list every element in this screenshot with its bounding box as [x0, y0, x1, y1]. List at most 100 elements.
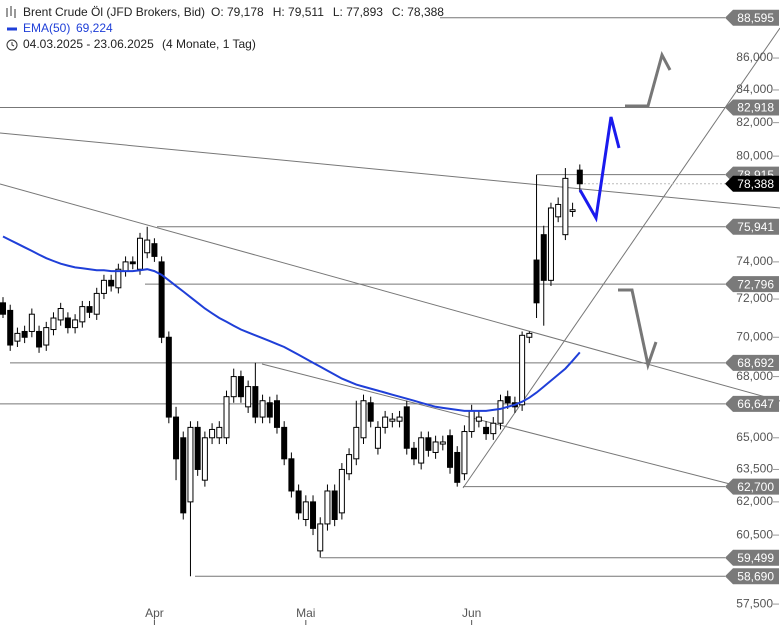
- level-label: 82,918: [737, 101, 774, 115]
- candle-body: [519, 334, 526, 406]
- y-tick-label: 86,000: [736, 50, 773, 64]
- candle-body: [490, 422, 497, 435]
- candle-body: [158, 261, 165, 338]
- grey-arrow-down: [618, 288, 658, 371]
- level-label: 88,595: [737, 11, 774, 25]
- candle-body: [281, 426, 288, 460]
- last-price-label: 78,388: [737, 177, 774, 191]
- y-tick-label: 74,000: [736, 254, 773, 268]
- period: (4 Monate, 1 Tag): [162, 37, 256, 51]
- candle-body: [21, 330, 28, 338]
- level-label: 62,700: [737, 480, 774, 494]
- y-tick-label: 70,000: [736, 329, 773, 343]
- candle-body: [216, 426, 223, 439]
- candle-body: [346, 454, 353, 475]
- bar-icon: [6, 6, 16, 18]
- candle-body: [273, 400, 280, 428]
- candle-body: [475, 416, 482, 422]
- blue-arrow: [578, 116, 621, 223]
- candle-body: [497, 400, 504, 424]
- candle-body: [115, 268, 122, 289]
- y-tick-label: 57,500: [736, 596, 773, 610]
- candle-body: [389, 418, 396, 422]
- level-label-box: [725, 354, 779, 371]
- candle-body: [302, 501, 309, 520]
- level-label-box: [725, 568, 779, 585]
- candle-body: [317, 523, 324, 552]
- candle-body: [173, 416, 180, 460]
- y-tick-label: 65,000: [736, 430, 773, 444]
- candle-body: [360, 400, 367, 439]
- level-label-box: [725, 395, 779, 412]
- level-label: 66,647: [737, 397, 774, 411]
- candle-body: [576, 169, 583, 185]
- candle-body: [180, 437, 187, 514]
- candle-body: [136, 237, 143, 270]
- candle-body: [187, 426, 194, 503]
- candle-body: [245, 386, 252, 408]
- ohlc-label: C: 78,388: [392, 5, 444, 19]
- candle-body: [410, 447, 417, 460]
- clock-icon: [6, 39, 18, 51]
- y-tick-label: 84,000: [736, 82, 773, 96]
- candle-body: [14, 332, 21, 342]
- level-label-box: [725, 99, 779, 116]
- levels: [0, 17, 725, 577]
- header: Brent Crude Öl (JFD Brokers, Bid) EMA(50…: [6, 5, 444, 51]
- plot: [0, 164, 583, 577]
- grey-arrow-up: [625, 50, 672, 108]
- y-tick-label: 80,000: [736, 148, 773, 162]
- ema-line: [2, 235, 581, 412]
- candle-body: [310, 501, 317, 529]
- candle-body: [367, 402, 374, 422]
- candle-body: [165, 336, 172, 418]
- level-label: 58,690: [737, 569, 774, 583]
- candle-body: [569, 209, 576, 213]
- candle-body: [100, 279, 107, 294]
- instrument-title: Brent Crude Öl (JFD Brokers, Bid): [23, 5, 205, 19]
- candle-body: [72, 319, 79, 329]
- candle-body: [86, 306, 93, 313]
- candle-body: [209, 428, 216, 439]
- candle-body: [266, 402, 273, 418]
- last-price-label-box: [725, 175, 779, 192]
- candle-body: [201, 437, 208, 481]
- candle-body: [439, 441, 446, 445]
- candle-body: [7, 309, 14, 346]
- candle-body: [129, 261, 136, 265]
- level-label-box: [725, 9, 779, 26]
- candle-body: [50, 317, 57, 331]
- candle-body: [555, 203, 562, 218]
- candle-body: [447, 435, 454, 468]
- candle-body: [223, 396, 230, 439]
- level-label-box: [725, 549, 779, 566]
- ema-value: 69,224: [76, 21, 113, 35]
- candle-body: [259, 400, 266, 418]
- candle-body: [338, 468, 345, 514]
- candle-body: [403, 406, 410, 449]
- candle-body: [526, 332, 533, 338]
- level-label: 68,692: [737, 356, 774, 370]
- candle-body: [79, 306, 86, 323]
- trend-line: [0, 183, 780, 402]
- candle-body: [483, 426, 490, 435]
- candle-body: [64, 317, 71, 329]
- ohlc-label: L: 77,893: [333, 5, 383, 19]
- y-axis: 57,500 60,500 62,000 63,500 65,000 68,000 70,0…: [145, 9, 779, 625]
- candle-body: [194, 426, 201, 470]
- candle-body: [432, 441, 439, 453]
- candle-body: [151, 243, 158, 257]
- y-tick-label: 62,000: [736, 494, 773, 508]
- level-label: 59,499: [737, 551, 774, 565]
- level-label-box: [725, 276, 779, 293]
- candle-body: [230, 376, 237, 398]
- candle-body: [331, 490, 338, 520]
- level-label-box: [725, 218, 779, 235]
- candle-body: [382, 416, 389, 428]
- candle-body: [374, 426, 381, 449]
- candle-body: [122, 261, 129, 272]
- candle-body: [562, 177, 569, 236]
- candle-body: [237, 376, 244, 398]
- candle-body: [108, 279, 115, 287]
- level-label-box: [725, 478, 779, 495]
